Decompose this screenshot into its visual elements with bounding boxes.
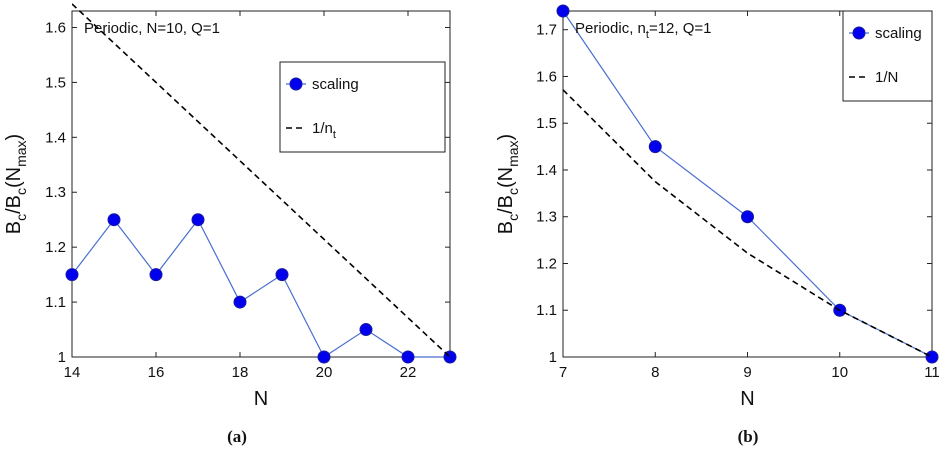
y-tick-label: 1.6 [536,68,557,85]
x-tick-label: 18 [232,364,249,381]
legend-label: 1/nt [312,120,336,141]
legend-label: scaling [312,76,359,93]
legend-box [842,10,933,102]
scaling-point [401,350,415,364]
plot-frame [71,10,451,358]
x-tick-label: 11 [924,364,940,381]
legend: scaling 1/N [842,10,933,102]
legend: scaling 1/nt [279,61,446,153]
scaling-point [556,4,570,18]
legend-label: 1/N [875,69,898,86]
y-tick-label: 1.4 [45,129,66,146]
y-tick-label: 1.2 [536,255,557,272]
x-tick-label: 14 [64,364,81,381]
y-tick-label: 1.7 [536,22,557,39]
y-tick-label: 1.1 [45,294,66,311]
y-tick-label: 1.5 [45,74,66,91]
x-tick-label: 16 [148,364,165,381]
panel-caption: (b) [738,427,759,446]
legend-box [279,61,446,153]
x-tick-label: 9 [743,364,751,381]
x-axis-label: N [740,388,754,410]
y-tick-label: 1.3 [45,184,66,201]
y-axis-label: Bc/Bc(Nmax) [495,134,521,234]
y-tick-label: 1.2 [45,239,66,256]
x-tick-label: 8 [651,364,659,381]
scaling-point [65,268,79,282]
y-tick-label: 1 [549,349,557,366]
scaling-point [191,213,205,227]
scaling-point [741,210,754,224]
annotation: Periodic, nt=12, Q=1 [575,20,712,41]
y-axis-label: Bc/Bc(Nmax) [3,134,29,234]
scaling-point [648,140,662,154]
y-tick-label: 1.3 [536,209,557,226]
panel-b: 7 8 9 10 1111.11.21.31.41.51.61.7NBc/Bc(Nmax… [495,4,940,446]
x-tick-label: 10 [831,364,848,381]
annotation: Periodic, N=10, Q=1 [84,20,220,37]
scaling-point [107,213,121,227]
scaling-point [233,295,247,309]
dashed-reference-line [563,89,933,358]
y-tick-label: 1.4 [536,162,557,179]
scaling-line [72,218,450,358]
y-tick-label: 1.5 [536,115,557,132]
scaling-point [275,268,289,282]
y-tick-label: 1.6 [45,19,66,36]
scaling-point [149,268,163,282]
scaling-point [925,350,939,364]
panel-a: 14 16 18 20 22 1 1.1 1.2 1.3 1.4 1.5 1.6 N Bc/Bc(Nmax… [3,3,457,446]
x-tick-label: 7 [559,364,567,381]
y-tick-label: 1.1 [536,302,557,319]
x-tick-label: 20 [316,364,333,381]
y-tick-label: 1 [58,349,66,366]
legend-label: scaling [875,25,922,42]
scaling-point [359,323,373,337]
x-tick-label: 22 [400,364,417,381]
dashed-reference-line [72,3,451,358]
panel-caption: (a) [227,427,247,446]
x-axis-label: N [254,388,268,410]
scaling-point [317,350,331,364]
legend-marker [289,77,303,91]
legend-marker [852,26,866,40]
